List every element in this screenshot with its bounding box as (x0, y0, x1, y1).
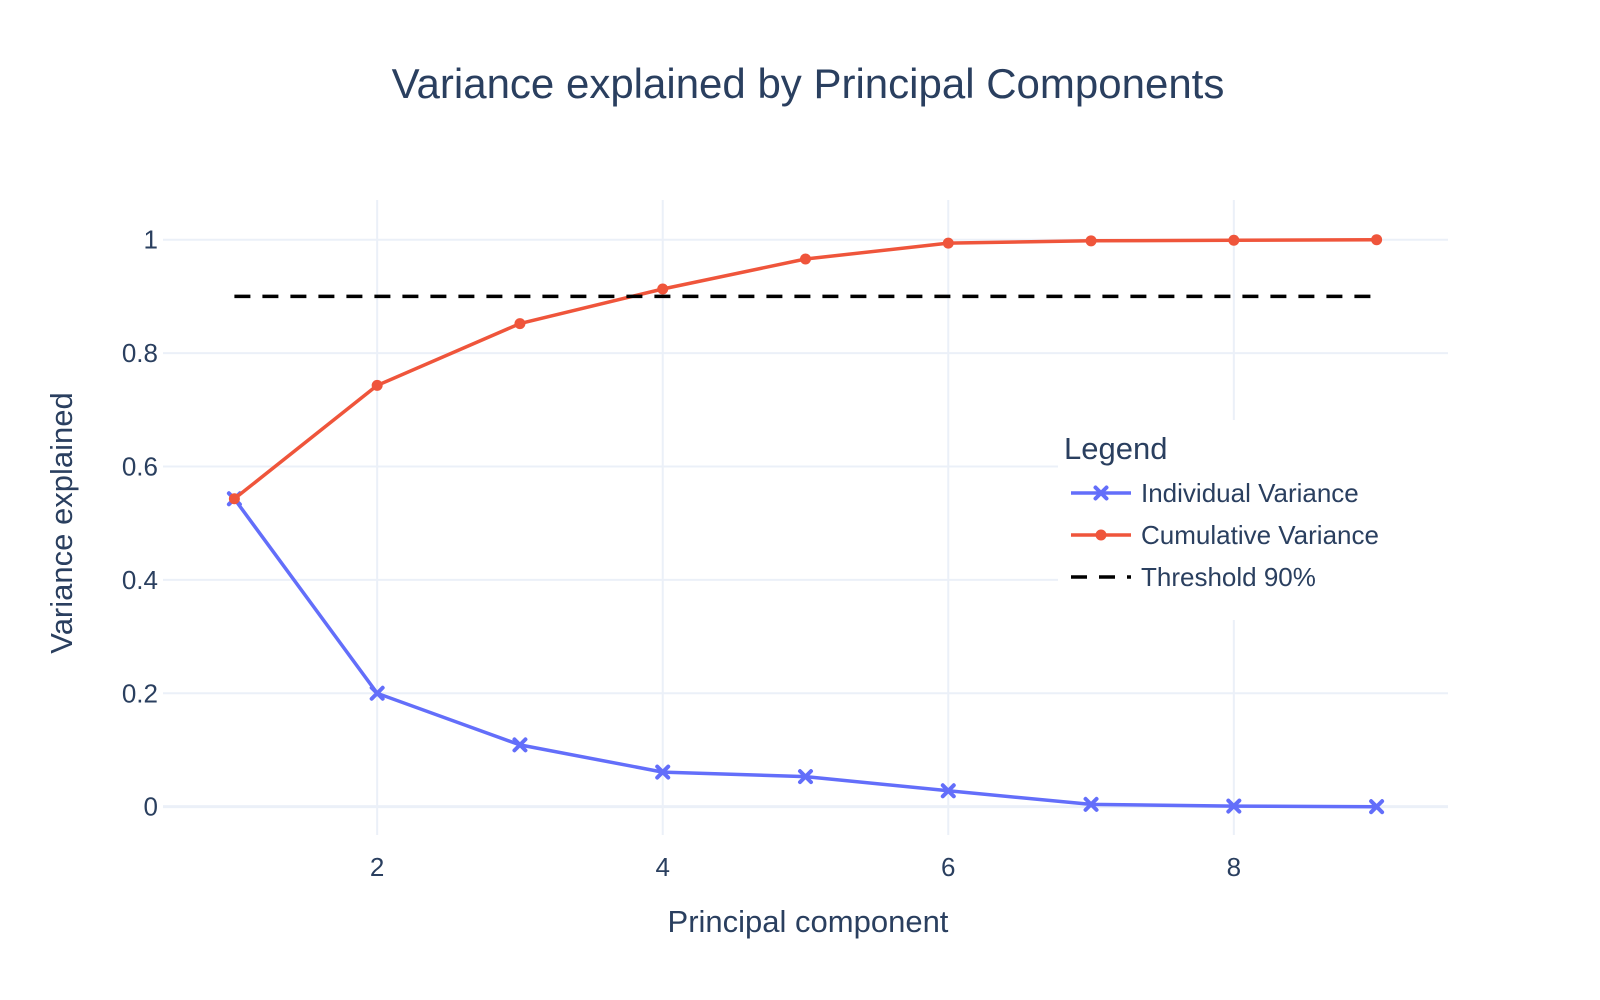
x-tick-label: 6 (941, 852, 955, 882)
y-tick-label: 0.6 (122, 451, 158, 481)
x-tick-label: 2 (370, 852, 384, 882)
legend-item-label: Threshold 90% (1141, 562, 1316, 592)
data-point (800, 253, 811, 265)
data-point (1226, 798, 1242, 814)
x-axis-label: Principal component (668, 904, 949, 939)
y-axis-label: Variance explained (44, 392, 79, 653)
plot-area: 2 4 6 8 0 0.2 0.4 0.6 0.8 1 (122, 200, 1448, 882)
y-tick-label: 0 (144, 792, 158, 822)
legend-marker (1093, 485, 1109, 501)
data-point (514, 318, 526, 330)
data-point (798, 769, 813, 785)
data-point (1369, 799, 1385, 815)
data-point (657, 283, 669, 295)
x-tick-label: 4 (655, 852, 669, 882)
data-point (371, 379, 383, 391)
legend-item-label: Cumulative Variance (1141, 520, 1379, 550)
data-point (512, 737, 528, 753)
legend-item-label: Individual Variance (1141, 478, 1359, 508)
data-point (1083, 796, 1099, 812)
chart-title: Variance explained by Principal Componen… (392, 60, 1225, 107)
legend-background (1058, 420, 1448, 620)
data-point (1228, 234, 1240, 246)
y-tick-label: 0.8 (122, 338, 158, 368)
data-point (1371, 234, 1383, 246)
data-point (942, 237, 954, 249)
legend-marker (1095, 529, 1107, 541)
data-point (1085, 235, 1097, 247)
data-point (228, 493, 240, 505)
y-tick-label: 1 (144, 225, 158, 255)
legend: Legend Individual Variance Cumulative Vari… (1058, 420, 1448, 620)
x-tick-label: 8 (1227, 852, 1241, 882)
data-point (369, 685, 385, 701)
y-tick-label: 0.2 (122, 678, 158, 708)
data-point (655, 764, 671, 780)
y-tick-label: 0.4 (122, 565, 158, 595)
data-point (940, 783, 956, 799)
legend-title: Legend (1064, 431, 1167, 466)
